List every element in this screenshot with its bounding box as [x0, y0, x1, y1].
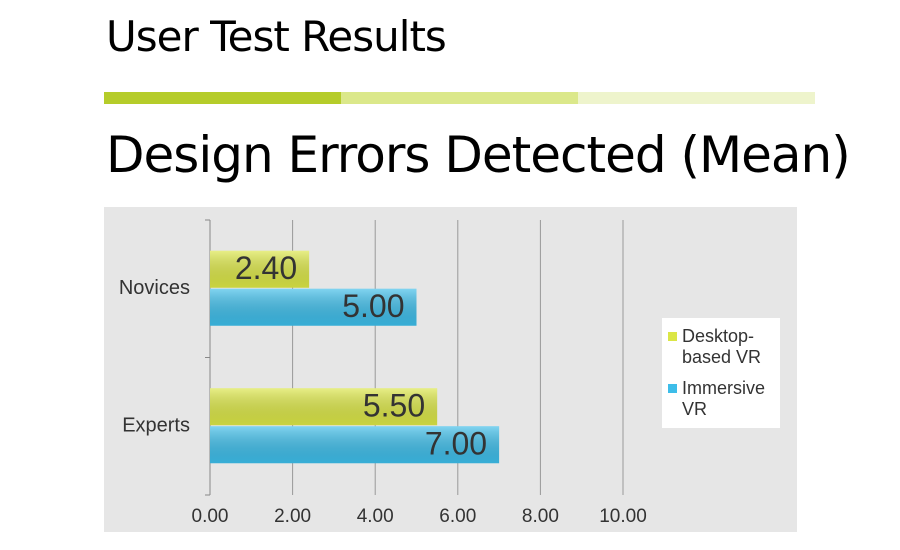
x-tick-label: 10.00 — [599, 506, 647, 527]
bar-shine — [210, 288, 417, 326]
bar-shine — [210, 426, 500, 464]
value-label: 5.50 — [363, 388, 425, 424]
bar-shine — [210, 388, 438, 426]
legend-label: Desktop-based VR — [682, 326, 762, 367]
legend-swatch — [668, 332, 677, 341]
x-tick-label: 8.00 — [522, 506, 559, 527]
value-label: 2.40 — [235, 250, 297, 286]
legend-swatch — [668, 384, 677, 393]
x-tick-label: 4.00 — [357, 506, 394, 527]
bar-shine — [210, 250, 310, 288]
legend-label: Immersive VR — [682, 378, 766, 419]
legend-item: Immersive VR — [668, 378, 776, 420]
x-tick-label: 2.00 — [274, 506, 311, 527]
y-tick-label: Experts — [122, 415, 190, 437]
legend: Desktop-based VR Immersive VR — [662, 318, 780, 428]
y-tick-label: Novices — [119, 277, 190, 299]
x-tick-label: 0.00 — [192, 506, 229, 527]
value-label: 5.00 — [342, 288, 404, 324]
chart-title: Design Errors Detected (Mean) — [106, 126, 851, 184]
legend-item: Desktop-based VR — [668, 326, 776, 368]
value-label: 7.00 — [425, 426, 487, 462]
decor-stripe — [104, 92, 815, 104]
x-tick-label: 6.00 — [439, 506, 476, 527]
slide-title: User Test Results — [106, 12, 447, 61]
